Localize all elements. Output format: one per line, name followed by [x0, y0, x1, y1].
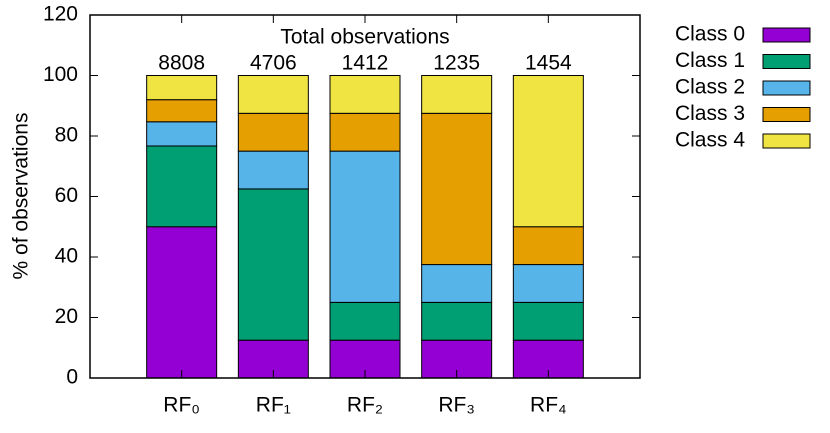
bar-segment: [146, 121, 218, 147]
total-label: 4706: [250, 52, 297, 75]
bar-segment: [512, 301, 584, 341]
bar-segment: [329, 112, 401, 152]
x-tick-label: RF₀: [163, 394, 200, 417]
bar-segment: [512, 75, 584, 228]
x-tick-label: RF₃: [438, 394, 475, 417]
bar-segment: [329, 301, 401, 341]
legend-swatch: [762, 27, 811, 43]
bar-segment: [421, 112, 493, 266]
bar-segment: [512, 264, 584, 303]
y-tick-label: 40: [55, 245, 78, 268]
bar-segment: [146, 75, 218, 101]
bar-segment: [237, 112, 309, 152]
bar-segment: [421, 301, 493, 341]
legend-swatch: [762, 133, 811, 149]
x-tick-label: RF₄: [530, 394, 567, 417]
bar-segment: [421, 75, 493, 114]
legend-label: Class 3: [675, 102, 745, 125]
y-tick-label: 100: [43, 63, 78, 86]
bar-segment: [237, 188, 309, 341]
legend-swatch: [762, 107, 811, 122]
bar-segment: [512, 226, 584, 266]
total-label: 8808: [158, 52, 205, 75]
bar-segment: [237, 150, 309, 190]
bar-segment: [329, 75, 401, 114]
y-tick-label: 120: [43, 3, 78, 26]
legend-swatch: [762, 54, 811, 69]
legend-label: Class 2: [675, 76, 745, 99]
x-tick-label: RF₁: [256, 394, 291, 417]
y-tick-label: 60: [55, 184, 78, 207]
bar-segment: [146, 226, 218, 379]
plot-frame: [89, 14, 641, 379]
y-tick-label: 20: [55, 305, 78, 328]
total-label: 1454: [525, 52, 572, 75]
y-axis-label: % of observations: [10, 113, 33, 280]
x-tick-label: RF₂: [347, 394, 383, 417]
bar-segment: [421, 264, 493, 303]
total-label: 1412: [342, 52, 389, 75]
legend-label: Class 4: [675, 129, 745, 152]
y-tick-label: 80: [55, 124, 78, 147]
total-label: 1235: [433, 52, 480, 75]
legend-label: Class 0: [675, 23, 745, 46]
legend-label: Class 1: [675, 49, 745, 72]
bar-segment: [146, 99, 218, 123]
legend-swatch: [762, 80, 811, 96]
annotation-title: Total observations: [280, 26, 449, 49]
bar-segment: [146, 145, 218, 228]
bar-segment: [237, 75, 309, 114]
bar-segment: [329, 150, 401, 303]
y-tick-label: 0: [66, 366, 78, 389]
